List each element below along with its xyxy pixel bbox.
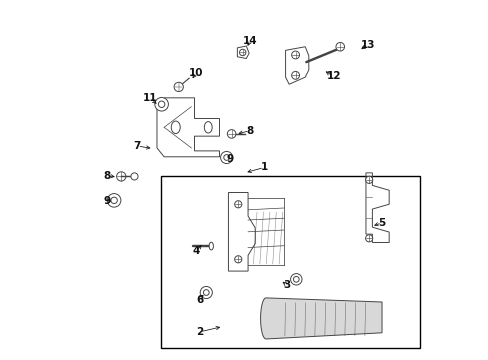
Text: 7: 7 bbox=[133, 141, 141, 151]
Circle shape bbox=[365, 176, 372, 183]
Text: 12: 12 bbox=[326, 71, 340, 81]
Text: 8: 8 bbox=[246, 126, 253, 136]
Text: 6: 6 bbox=[196, 295, 203, 305]
Circle shape bbox=[107, 194, 121, 207]
Text: 14: 14 bbox=[242, 36, 257, 46]
Circle shape bbox=[116, 172, 125, 181]
Circle shape bbox=[203, 290, 209, 296]
Text: 5: 5 bbox=[378, 218, 385, 228]
Polygon shape bbox=[260, 298, 381, 339]
Circle shape bbox=[290, 274, 302, 285]
Text: 11: 11 bbox=[142, 93, 157, 103]
Circle shape bbox=[291, 51, 299, 59]
Circle shape bbox=[224, 155, 229, 160]
Circle shape bbox=[131, 173, 138, 180]
Circle shape bbox=[239, 49, 245, 56]
Text: 9: 9 bbox=[103, 197, 110, 206]
Text: 4: 4 bbox=[192, 247, 200, 256]
Text: 10: 10 bbox=[189, 68, 203, 78]
Bar bbox=[160, 176, 419, 348]
Circle shape bbox=[291, 71, 299, 79]
Circle shape bbox=[335, 42, 344, 51]
Circle shape bbox=[293, 276, 299, 282]
Text: 2: 2 bbox=[196, 327, 203, 337]
Text: 8: 8 bbox=[103, 171, 110, 181]
Text: 13: 13 bbox=[360, 40, 374, 50]
Circle shape bbox=[155, 98, 168, 111]
Circle shape bbox=[158, 101, 164, 108]
Text: 3: 3 bbox=[283, 280, 290, 291]
Circle shape bbox=[220, 152, 232, 163]
Circle shape bbox=[111, 197, 117, 203]
Text: 1: 1 bbox=[260, 162, 267, 172]
Circle shape bbox=[227, 130, 235, 138]
Circle shape bbox=[174, 82, 183, 91]
Circle shape bbox=[200, 287, 212, 298]
Text: 9: 9 bbox=[226, 154, 233, 164]
Circle shape bbox=[234, 201, 242, 208]
Ellipse shape bbox=[209, 242, 213, 250]
Circle shape bbox=[365, 235, 372, 242]
Circle shape bbox=[234, 256, 242, 263]
